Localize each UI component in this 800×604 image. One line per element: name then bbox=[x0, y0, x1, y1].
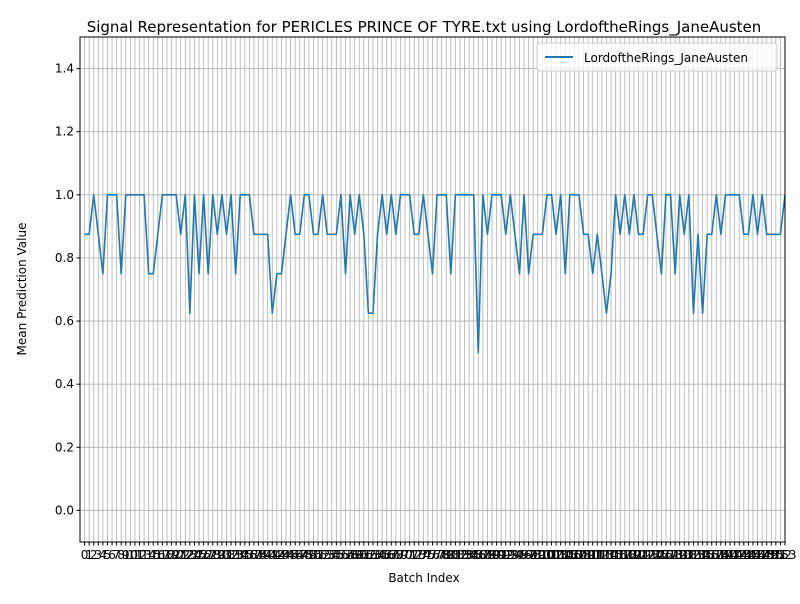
y-tick-label: 0.4 bbox=[55, 377, 74, 391]
y-tick-label: 1.2 bbox=[55, 125, 74, 139]
y-tick-label: 0.6 bbox=[55, 314, 74, 328]
legend-label: LordoftheRings_JaneAusten bbox=[584, 51, 748, 65]
y-tick-label: 1.0 bbox=[55, 188, 74, 202]
x-tick-label: 153 bbox=[774, 548, 797, 562]
legend: LordoftheRings_JaneAusten bbox=[537, 43, 777, 71]
y-tick-label: 0.2 bbox=[55, 440, 74, 454]
y-tick-label: 1.4 bbox=[55, 62, 74, 76]
y-tick-label: 0.8 bbox=[55, 251, 74, 265]
y-axis-label: Mean Prediction Value bbox=[15, 223, 29, 356]
x-axis-label: Batch Index bbox=[388, 571, 459, 585]
chart-title: Signal Representation for PERICLES PRINC… bbox=[87, 18, 762, 37]
y-tick-label: 0.0 bbox=[55, 503, 74, 517]
